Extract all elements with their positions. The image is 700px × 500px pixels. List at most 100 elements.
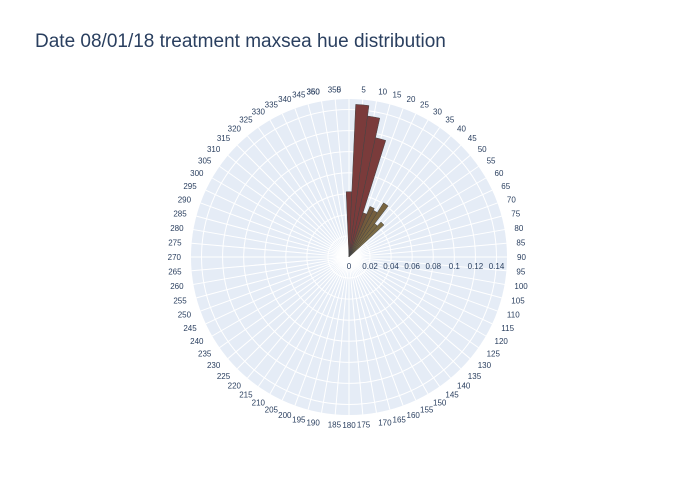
- angular-tick-label: 290: [178, 196, 192, 205]
- angular-tick-label: 75: [511, 210, 520, 219]
- angular-tick-label: 335: [265, 101, 279, 110]
- angular-tick-label: 270: [168, 253, 182, 262]
- angular-tick-label: 30: [433, 108, 442, 117]
- radial-tick-label: 0.04: [383, 262, 399, 271]
- polar-bar: [348, 202, 389, 258]
- angular-gridline: [236, 144, 350, 258]
- angular-tick-label: 20: [407, 95, 416, 104]
- angular-gridline: [348, 256, 462, 370]
- angular-gridline: [348, 242, 507, 258]
- angular-tick-label: 295: [183, 182, 197, 191]
- angular-gridline: [196, 215, 350, 258]
- angular-gridline: [348, 256, 364, 415]
- radial-tick-label: 0.08: [426, 262, 442, 271]
- angular-gridline: [227, 155, 350, 258]
- angular-gridline: [348, 202, 498, 258]
- angular-tick-label: 180: [342, 421, 356, 430]
- angular-gridline: [219, 256, 350, 349]
- angular-tick-label: 280: [170, 224, 184, 233]
- angular-tick-label: 250: [178, 311, 192, 320]
- angular-gridline: [348, 256, 487, 337]
- polar-bars: [345, 104, 389, 258]
- angular-tick-label: 125: [487, 349, 501, 358]
- angular-tick-label: 200: [278, 411, 292, 420]
- angular-tick-label: 345: [292, 91, 306, 100]
- angular-tick-label: 10: [378, 88, 387, 97]
- angular-tick-label: 65: [501, 182, 510, 191]
- angular-gridline: [205, 256, 350, 325]
- angular-tick-label: 160: [407, 411, 421, 420]
- angular-tick-label: 80: [514, 224, 523, 233]
- angular-tick-label: 185: [328, 420, 342, 429]
- angular-tick-label: 120: [495, 337, 509, 346]
- angular-gridline: [307, 104, 350, 258]
- angular-gridline: [227, 256, 350, 359]
- angular-tick-label: 165: [393, 415, 407, 424]
- radial-tick-labels: 0 0.02 0.04 0.06 0.08 0.1 0.12 0.14: [347, 262, 505, 271]
- angular-tick-label: 210: [252, 399, 266, 408]
- angular-tick-label: 315: [217, 134, 231, 143]
- angular-gridline: [191, 256, 350, 272]
- angular-gridline: [348, 256, 441, 387]
- angular-gridline: [348, 256, 417, 401]
- angular-gridline: [348, 256, 507, 272]
- angular-gridline: [307, 256, 350, 410]
- angular-gridline: [348, 256, 391, 410]
- angular-gridline: [348, 256, 429, 395]
- angular-tick-label: 285: [173, 210, 187, 219]
- angular-tick-label: 260: [170, 282, 184, 291]
- radial-tick-label: 0.06: [404, 262, 420, 271]
- angular-tick-label: 50: [478, 145, 487, 154]
- angular-gridline: [348, 165, 479, 258]
- angular-gridline: [348, 177, 487, 258]
- angular-tick-label: 235: [198, 349, 212, 358]
- angular-tick-label: 15: [393, 91, 402, 100]
- angular-gridline: [200, 202, 350, 258]
- angular-gridline: [348, 256, 404, 406]
- angular-gridline: [348, 256, 479, 349]
- angular-gridline: [247, 135, 350, 258]
- angular-tick-label: 350: [306, 88, 320, 97]
- angular-tick-label: 195: [292, 415, 306, 424]
- angular-tick-label: 325: [239, 115, 253, 124]
- angular-gridline: [236, 256, 350, 370]
- angular-tick-label: 85: [516, 238, 525, 247]
- angular-gridline: [281, 256, 350, 401]
- angular-gridline: [348, 155, 471, 258]
- angular-gridline: [269, 119, 350, 258]
- angular-gridline: [348, 215, 502, 258]
- angular-tick-label: 55: [487, 157, 496, 166]
- angular-gridline: [321, 101, 350, 258]
- angular-gridline: [348, 256, 377, 413]
- angular-tick-label: 25: [420, 101, 429, 110]
- angular-tick-label: 215: [239, 391, 253, 400]
- chart-title: Date 08/01/18 treatment maxsea hue distr…: [35, 31, 446, 52]
- angular-tick-label: 70: [507, 196, 516, 205]
- angular-tick-label: 275: [168, 238, 182, 247]
- angular-tick-label: 145: [445, 391, 459, 400]
- angular-gridline: [321, 256, 350, 413]
- angular-gridline: [348, 229, 505, 258]
- angular-gridline: [294, 108, 350, 258]
- angular-gridline: [196, 256, 350, 299]
- angular-gridline: [348, 256, 498, 312]
- angular-gridline: [211, 177, 350, 258]
- angular-gridline: [200, 256, 350, 312]
- angular-tick-label: 360: [306, 88, 320, 97]
- angular-tick-label: 305: [198, 157, 212, 166]
- angular-gridline: [348, 256, 471, 359]
- angular-tick-label: 205: [265, 405, 279, 414]
- angular-gridline: [348, 256, 502, 299]
- angular-tick-label: 170: [378, 418, 392, 427]
- angular-tick-label: 105: [511, 297, 525, 306]
- angular-tick-label: 230: [207, 361, 221, 370]
- radial-tick-label: 0.14: [489, 262, 505, 271]
- angular-tick-label: 110: [507, 311, 520, 320]
- angular-gridline: [348, 256, 451, 379]
- angular-tick-label: 255: [173, 297, 187, 306]
- angular-gridline: [191, 242, 350, 258]
- angular-gridline: [193, 229, 350, 258]
- radial-tick-label: 0.1: [449, 262, 461, 271]
